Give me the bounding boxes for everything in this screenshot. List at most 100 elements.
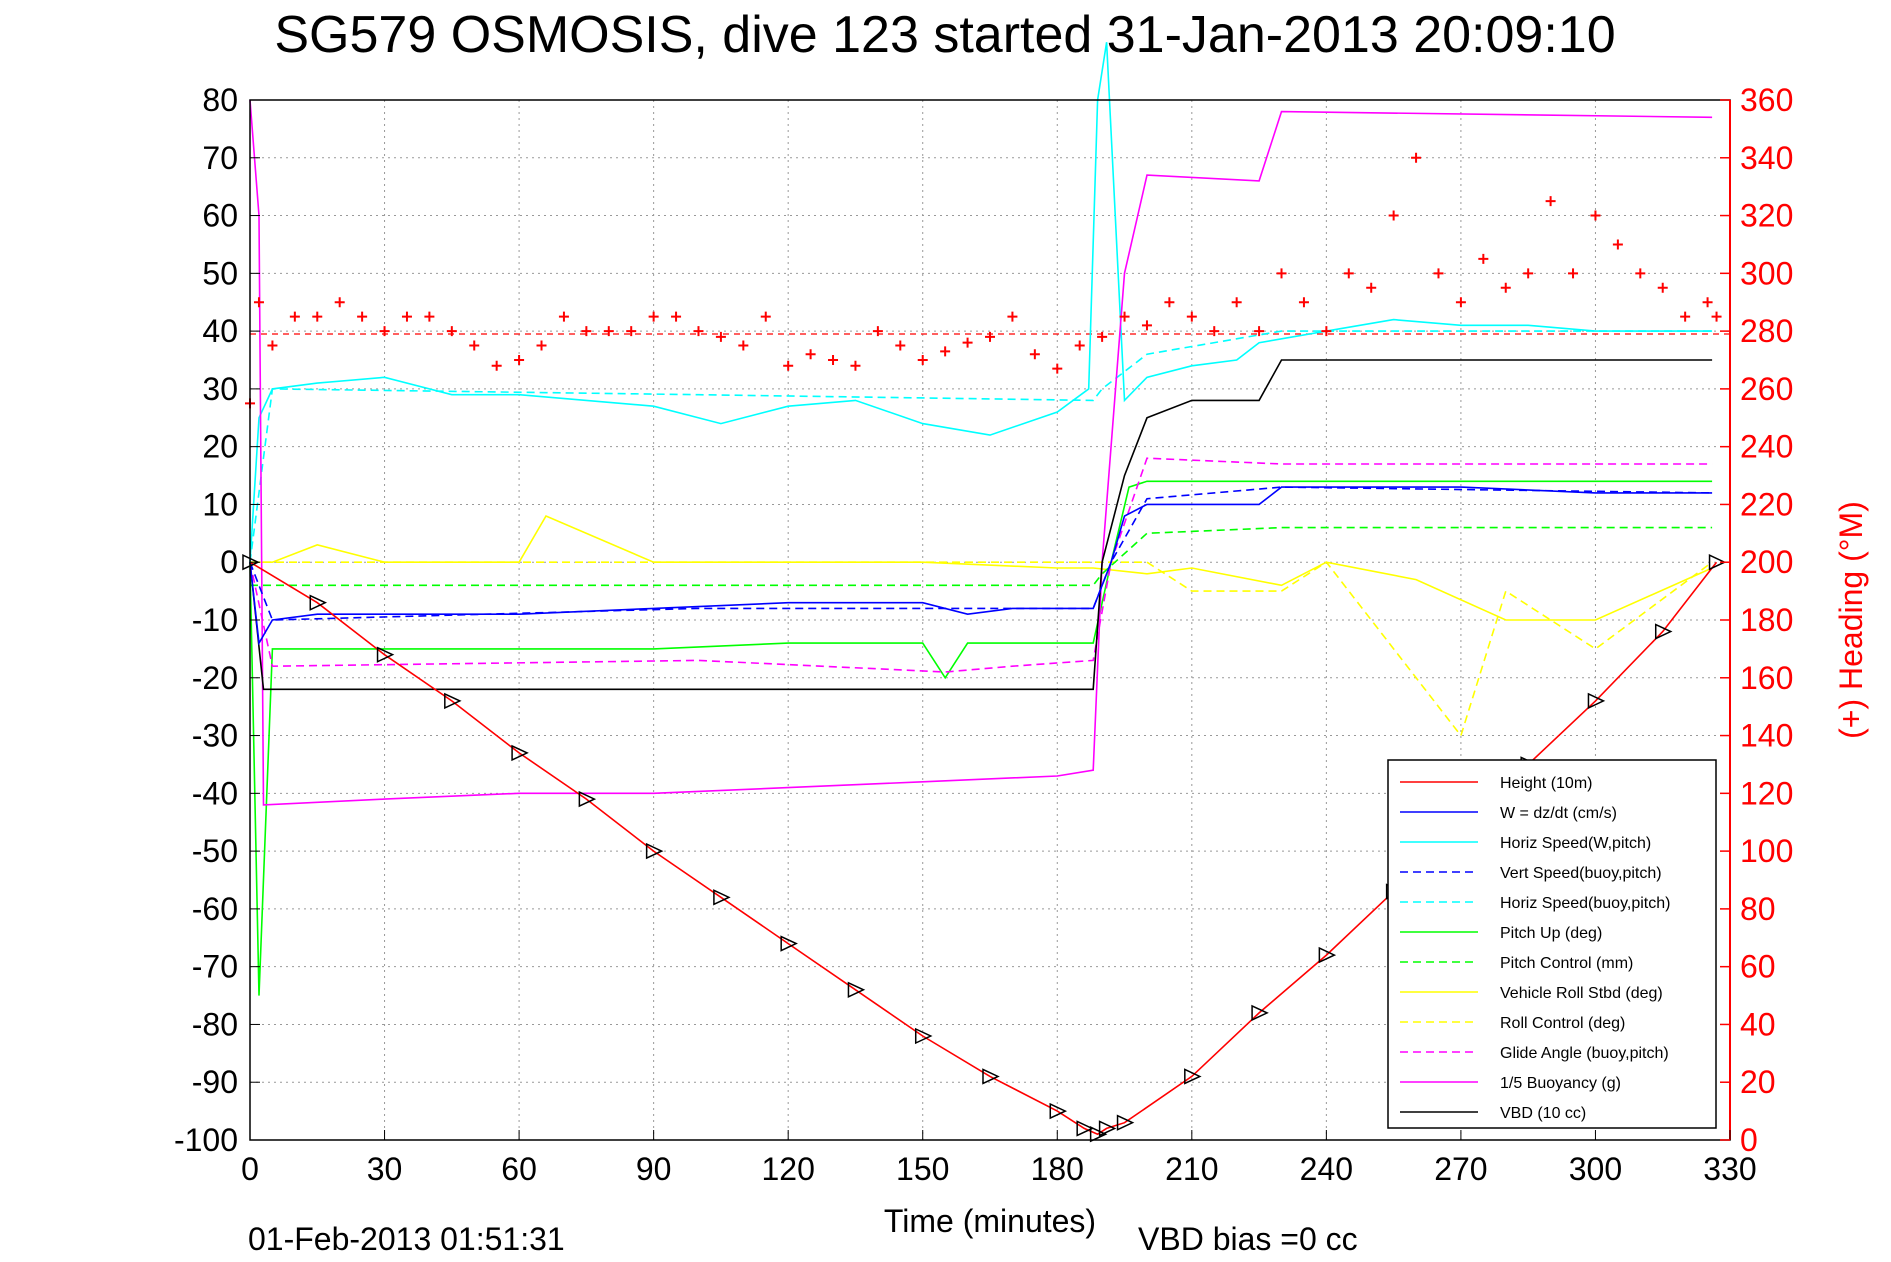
y-tick-label: -70 [192,949,238,985]
height-marker [1184,1068,1202,1085]
y-right-tick-label: 320 [1740,198,1793,234]
heading-marker [1500,282,1511,293]
legend-label: Vert Speed(buoy,pitch) [1500,865,1662,882]
x-tick-label: 120 [761,1151,814,1187]
y-tick-label: 70 [202,140,238,176]
heading-marker [558,311,569,322]
height-marker [376,646,395,663]
heading-marker [1680,311,1691,322]
heading-marker [1366,282,1377,293]
heading-marker [1119,311,1130,322]
heading-marker [693,326,704,337]
heading-marker [1702,297,1713,308]
y-right-tick-label: 60 [1740,949,1776,985]
height-marker [578,790,597,808]
heading-marker [1523,268,1534,279]
heading-marker [1478,253,1489,264]
grid [250,100,1730,1140]
x-tick-label: 150 [896,1151,949,1187]
height-marker [645,842,664,860]
height-marker [780,935,798,952]
heading-marker [424,311,435,322]
y-tick-label: -50 [192,833,238,869]
y-right-tick-label: 160 [1740,660,1793,696]
height-marker [1049,1102,1068,1120]
legend-label: Horiz Speed(W,pitch) [1500,835,1651,852]
heading-marker [626,326,637,337]
heading-marker [940,346,951,357]
x-tick-label: 90 [636,1151,672,1187]
heading-marker [1209,326,1220,337]
heading-marker [783,360,794,371]
height-marker [1089,1126,1108,1143]
x-tick-label: 240 [1300,1151,1353,1187]
series-line-vbd [249,359,1713,691]
y-right-tick-label: 240 [1740,429,1793,465]
y-right-tick-label: 200 [1740,544,1793,580]
y-right-tick-label: 20 [1740,1064,1776,1100]
heading-marker [872,326,883,337]
x-tick-label: 30 [367,1151,403,1187]
y-tick-label: -60 [192,891,238,927]
y-right-tick-label: 360 [1740,82,1793,118]
x-tick-label: 0 [241,1151,259,1187]
series-line-horiz-speed-model [249,330,1713,563]
heading-marker [850,360,861,371]
legend-label: 1/5 Buoyancy (g) [1500,1075,1621,1092]
x-tick-label: 270 [1434,1151,1487,1187]
series-line-buoyancy [249,99,1713,806]
heading-marker [334,297,345,308]
y-tick-label: -90 [192,1064,238,1100]
heading-marker [1298,297,1309,308]
y-right-tick-label: 0 [1740,1122,1758,1158]
legend-label: Pitch Control (mm) [1500,955,1633,972]
heading-marker [1657,282,1668,293]
heading-marker [760,311,771,322]
heading-marker [603,326,614,337]
y-tick-label: 50 [202,255,238,291]
x-axis: 0 30 60 90 120 150 180 210 240 270 300 330 [241,1130,1757,1187]
series-line-pitch [249,480,1713,996]
heading-marker [671,311,682,322]
heading-marker [357,311,368,322]
y-tick-label: -30 [192,718,238,754]
heading-marker [1141,320,1152,331]
y-axis-left: 80 70 60 50 40 30 20 10 0 -10 -20 -30 -40 -50 -60 -70 -8… [174,82,260,1158]
heading-marker [895,340,906,351]
series-line-pitch-control [250,526,1713,587]
height-marker [1116,1114,1135,1131]
height-marker [1251,1004,1269,1022]
heading-marker [1411,152,1422,163]
heading-marker [828,355,839,365]
heading-marker [536,340,547,351]
y-right-tick-label: 140 [1740,718,1793,754]
heading-marker [1388,210,1399,221]
heading-marker [253,297,264,308]
y-tick-label: 20 [202,429,238,465]
x-tick-label: 180 [1031,1151,1084,1187]
heading-marker [1321,326,1332,337]
legend-label: VBD (10 cc) [1500,1105,1586,1122]
height-marker [1318,946,1337,964]
heading-marker [1455,297,1466,308]
heading-marker [715,331,726,342]
heading-marker [1254,326,1265,337]
y-right-tick-label: 120 [1740,775,1793,811]
series-line-glide-angle [249,457,1713,673]
footer-vbd-bias: VBD bias =0 cc [1138,1221,1358,1257]
y-right-tick-label: 180 [1740,602,1793,638]
y-right-tick-label: 260 [1740,371,1793,407]
y-tick-label: 80 [202,82,238,118]
series-line-horiz-speed [249,42,1713,563]
heading-marker [581,326,592,337]
heading-marker [1164,297,1175,308]
heading-marker [985,331,995,342]
legend-label: W = dz/dt (cm/s) [1500,805,1617,822]
heading-marker [469,340,480,351]
heading-marker [1635,268,1646,279]
heading-marker [1007,311,1018,322]
y-right-tick-label: 220 [1740,486,1793,522]
heading-marker [738,340,749,351]
chart-title: SG579 OSMOSIS, dive 123 started 31-Jan-2… [274,6,1615,64]
legend-label: Height (10m) [1500,775,1592,792]
